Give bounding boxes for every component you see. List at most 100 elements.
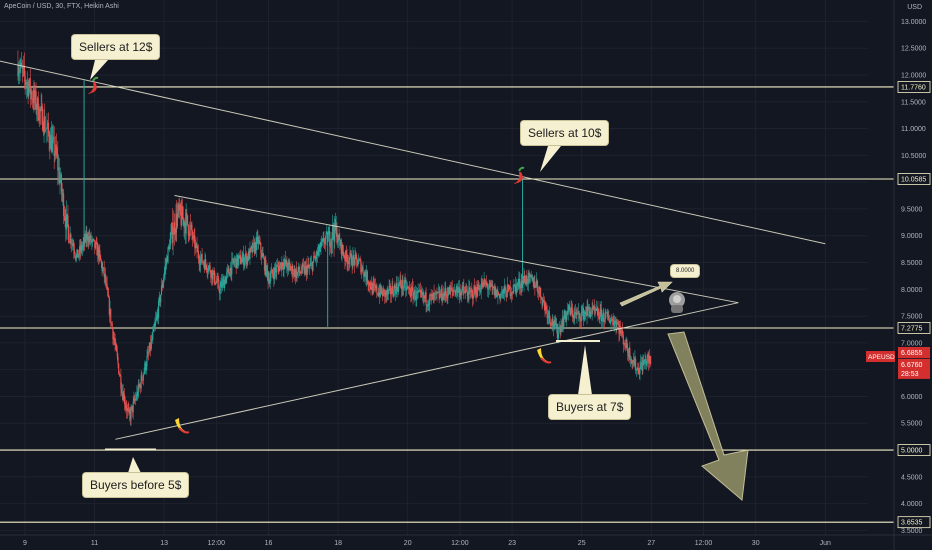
- symbol-title: ApeCoin / USD, 30, FTX, Heikin Ashi: [4, 3, 119, 10]
- candle-body: [326, 232, 328, 233]
- candle-body: [126, 407, 128, 412]
- candle-body: [396, 283, 398, 290]
- candle-body: [120, 375, 122, 389]
- candle-body: [69, 234, 71, 243]
- candle-body: [196, 243, 198, 253]
- candle-body: [521, 279, 524, 289]
- candle-body: [374, 285, 376, 289]
- annotation-buyers-7[interactable]: Buyers at 7$: [549, 395, 631, 419]
- annotation-target[interactable]: 8.0000: [671, 265, 700, 277]
- candle-body: [285, 260, 287, 265]
- candle-body: [256, 236, 258, 238]
- candle-body: [437, 291, 439, 293]
- price-tag-label: 28:53: [901, 371, 919, 378]
- candle-body: [31, 91, 33, 99]
- candle-body: [157, 314, 159, 319]
- x-tick-label: 20: [404, 540, 412, 547]
- price-axis[interactable]: 13.0000 12.5000 12.0000 11.5000 11.0000 10.50…: [866, 0, 931, 550]
- candle-body: [553, 319, 555, 329]
- candle-body: [22, 67, 24, 69]
- candle-body: [617, 323, 619, 326]
- candle-body: [496, 289, 498, 296]
- candle-body: [599, 308, 601, 320]
- candle-body: [200, 253, 202, 259]
- candle-body: [192, 235, 194, 240]
- candle-body: [489, 282, 491, 288]
- candle-body: [390, 285, 392, 295]
- candle-body: [179, 204, 181, 213]
- candle-body: [429, 294, 431, 304]
- candle-body: [548, 311, 550, 316]
- candle-body: [224, 279, 226, 289]
- candle-body: [563, 318, 565, 327]
- candle-body: [240, 262, 242, 264]
- annotation-buyers-5[interactable]: Buyers before 5$: [83, 473, 189, 497]
- candle-body: [465, 289, 467, 292]
- candle-body: [503, 289, 505, 294]
- candle-body: [556, 323, 558, 339]
- annotation-sellers-12[interactable]: Sellers at 12$: [72, 35, 160, 59]
- candle-body: [482, 280, 484, 288]
- candle-body: [418, 290, 420, 292]
- candle-body: [71, 242, 73, 244]
- x-tick-label: 12:00: [451, 540, 469, 547]
- candle-body: [314, 257, 316, 259]
- candle-body: [623, 343, 625, 345]
- candle-body: [295, 269, 297, 278]
- candle-body: [210, 270, 213, 278]
- candle-body: [490, 283, 492, 287]
- candle-body: [640, 362, 642, 367]
- candle-body: [250, 246, 252, 248]
- candle-body: [585, 312, 587, 314]
- candle-body: [155, 316, 157, 320]
- time-axis[interactable]: 9 11 13 12:00 16 18 20 12:00 23 25 27 12:00 30 Jun: [0, 534, 932, 547]
- candle-body: [358, 259, 360, 261]
- candle-body: [341, 244, 343, 255]
- candle-body: [201, 253, 203, 263]
- candle-body: [209, 265, 211, 272]
- candle-body: [296, 271, 298, 279]
- candle-body: [529, 273, 531, 278]
- candle-body: [62, 193, 64, 195]
- trendline: [0, 60, 826, 245]
- candle-body: [560, 325, 562, 333]
- candle-body: [20, 62, 22, 68]
- candle-body: [432, 293, 434, 300]
- banana-icon: [537, 348, 552, 364]
- candle-body: [355, 254, 358, 260]
- candle-body: [52, 136, 54, 140]
- chili-pepper-icon: [513, 166, 525, 184]
- candle-body: [583, 313, 585, 320]
- candle-body: [145, 366, 147, 371]
- candle-body: [239, 255, 242, 264]
- candle-body: [101, 263, 103, 271]
- candle-body: [162, 282, 164, 288]
- candle-body: [499, 294, 501, 299]
- candle-body: [457, 289, 459, 293]
- candle-body: [19, 67, 21, 72]
- candle-body: [436, 291, 438, 294]
- candle-body: [265, 259, 267, 276]
- annotation-sellers-10[interactable]: Sellers at 10$: [521, 121, 609, 145]
- candle-body: [263, 258, 265, 271]
- candle-body: [603, 321, 606, 322]
- candle-body: [246, 256, 248, 264]
- candle-body: [559, 326, 561, 333]
- candle-body: [411, 286, 413, 289]
- candle-body: [392, 286, 394, 294]
- candle-body: [60, 174, 62, 181]
- candle-body: [600, 308, 602, 310]
- candle-body: [492, 285, 494, 289]
- candle-body: [66, 214, 68, 216]
- candle-body: [447, 294, 449, 299]
- candle-body: [354, 254, 356, 265]
- candle-body: [425, 292, 427, 305]
- candle-body: [472, 297, 474, 299]
- candle-body: [182, 218, 184, 220]
- candle-body: [330, 238, 332, 247]
- candle-body: [241, 258, 243, 263]
- candle-body: [259, 242, 261, 244]
- candle-body: [577, 311, 579, 313]
- candle-body: [638, 373, 640, 375]
